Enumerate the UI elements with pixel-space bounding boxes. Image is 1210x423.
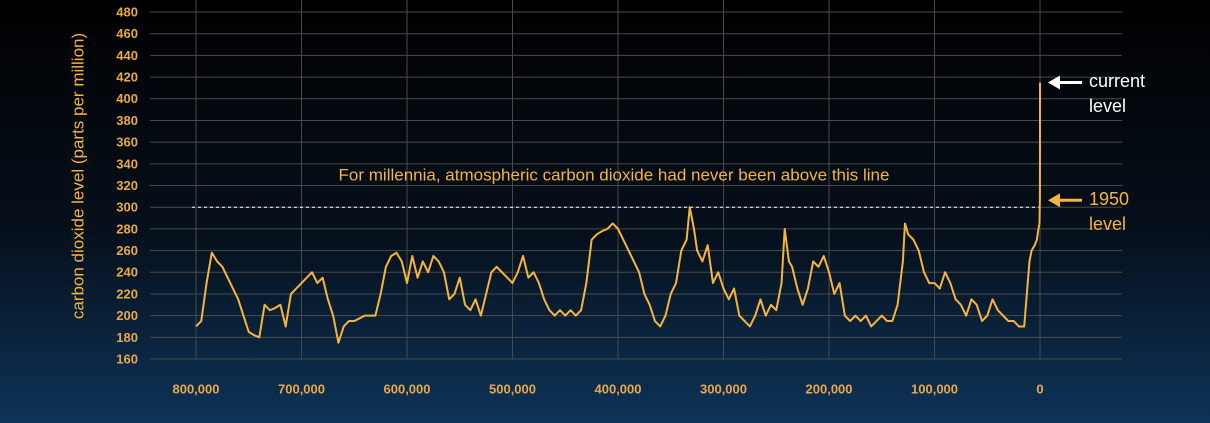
x-tick-label: 500,000	[489, 381, 536, 396]
x-tick-label: 300,000	[700, 381, 747, 396]
y-tick-label: 460	[116, 26, 138, 41]
y-tick-label: 480	[116, 4, 138, 19]
y-tick-label: 260	[116, 243, 138, 258]
arrow-head	[1048, 193, 1060, 208]
co2-line	[195, 82, 1042, 344]
grid	[150, 0, 1122, 360]
x-tick-label: 700,000	[278, 381, 325, 396]
current-label: current	[1089, 71, 1145, 91]
y-tick-label: 280	[116, 221, 138, 236]
arrow-head	[1048, 75, 1060, 90]
y-tick-label: 320	[116, 178, 138, 193]
1950-label: 1950	[1089, 189, 1129, 209]
y-tick-label: 340	[116, 156, 138, 171]
annotation: For millennia, atmospheric carbon dioxid…	[339, 166, 890, 185]
y-tick-label: 360	[116, 135, 138, 150]
x-tick-label: 0	[1036, 381, 1043, 396]
y-axis-label: carbon dioxide level (parts per million)	[68, 33, 87, 319]
x-tick-label: 100,000	[911, 381, 958, 396]
y-tick-label: 200	[116, 308, 138, 323]
y-tick-label: 240	[116, 265, 138, 280]
x-tick-label: 400,000	[595, 381, 642, 396]
y-tick-label: 400	[116, 91, 138, 106]
y-tick-label: 440	[116, 48, 138, 63]
plot	[191, 82, 1042, 344]
side-labels: current level 1950 level	[1048, 71, 1145, 234]
x-tick-label: 600,000	[384, 381, 431, 396]
1950-label: level	[1089, 214, 1126, 234]
y-tick-label: 180	[116, 330, 138, 345]
x-tick-label: 800,000	[172, 381, 219, 396]
y-tick-label: 300	[116, 200, 138, 215]
y-tick-label: 420	[116, 70, 138, 85]
y-tick-label: 220	[116, 286, 138, 301]
x-tick-label: 200,000	[806, 381, 853, 396]
y-tick-label: 380	[116, 113, 138, 128]
y-tick-label: 160	[116, 351, 138, 366]
current-label: level	[1089, 96, 1126, 116]
